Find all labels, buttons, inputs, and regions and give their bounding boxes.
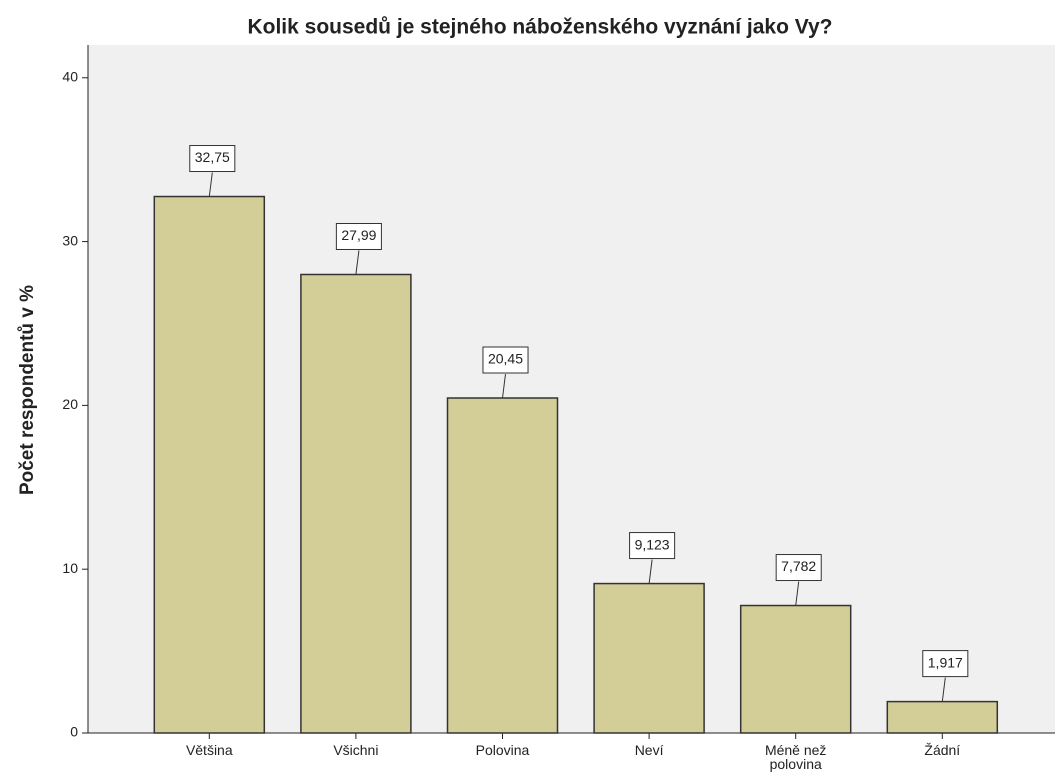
bar bbox=[593, 582, 705, 734]
x-tick-label: Všichni bbox=[333, 742, 379, 758]
value-label-box bbox=[922, 650, 969, 678]
label-leader bbox=[355, 250, 360, 275]
value-label: 27,99 bbox=[341, 227, 376, 243]
value-label: 20,45 bbox=[488, 351, 523, 367]
y-tick-label: 20 bbox=[62, 396, 78, 412]
bar bbox=[300, 273, 412, 734]
bar bbox=[886, 700, 999, 734]
y-tick-label: 0 bbox=[70, 724, 78, 740]
label-leader bbox=[648, 559, 653, 584]
value-label: 32,75 bbox=[195, 149, 230, 165]
x-tick-label: Neví bbox=[634, 742, 664, 758]
bar bbox=[153, 195, 266, 734]
value-label-box bbox=[775, 554, 822, 582]
x-tick-label: Žádní bbox=[924, 742, 961, 758]
value-label-box bbox=[189, 145, 236, 173]
value-label: 1,917 bbox=[928, 654, 963, 670]
y-tick-label: 10 bbox=[62, 560, 78, 576]
y-tick-label: 30 bbox=[62, 232, 78, 248]
value-label: 7,782 bbox=[781, 558, 816, 574]
x-tick-label: Méně než polovina bbox=[764, 742, 827, 772]
value-label-box bbox=[629, 532, 676, 560]
chart-title: Kolik sousedů je stejného náboženského v… bbox=[247, 16, 832, 39]
bar bbox=[739, 604, 852, 734]
value-label-box bbox=[482, 346, 529, 374]
label-leader bbox=[941, 677, 946, 702]
y-tick-label: 40 bbox=[62, 68, 78, 84]
label-leader bbox=[795, 581, 800, 606]
x-tick-label: Polovina bbox=[475, 742, 530, 758]
y-axis-label: Počet respondentů v % bbox=[17, 285, 38, 495]
bar bbox=[446, 397, 559, 734]
label-leader bbox=[208, 172, 213, 197]
value-label-box bbox=[335, 222, 382, 250]
value-label: 9,123 bbox=[635, 536, 670, 552]
x-tick-label: Většina bbox=[185, 742, 233, 758]
label-leader bbox=[502, 373, 506, 399]
